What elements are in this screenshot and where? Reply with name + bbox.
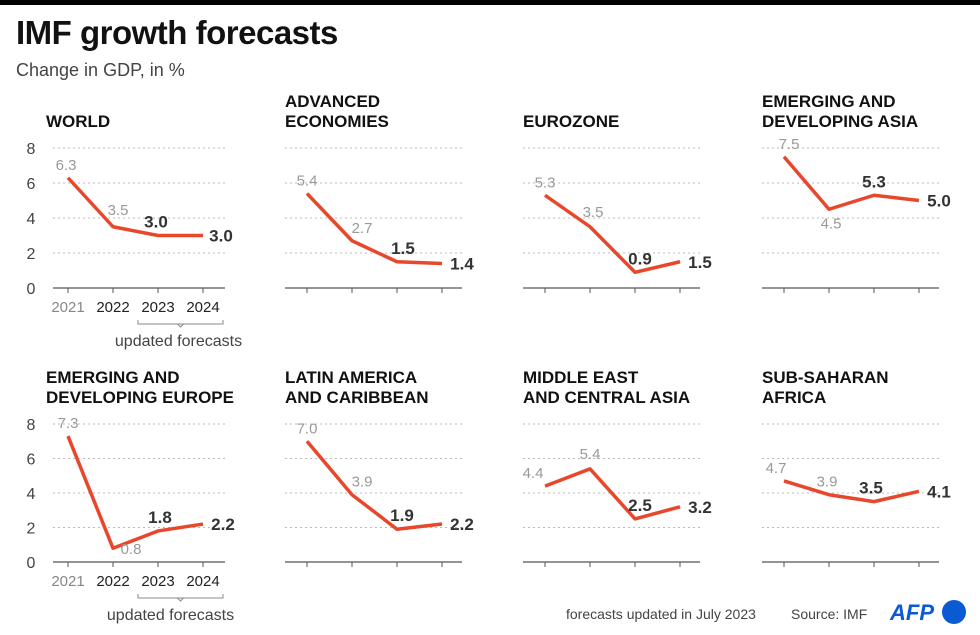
y-tick-label: 6 — [27, 176, 36, 193]
series-line — [305, 440, 443, 531]
data-label: 2.7 — [352, 220, 373, 237]
data-label: 4.7 — [766, 460, 787, 477]
y-tick-label: 4 — [27, 211, 36, 228]
data-label: 3.9 — [352, 474, 373, 491]
data-label: 0.9 — [628, 249, 652, 268]
panel-title: LATIN AMERICA — [285, 368, 417, 387]
data-label: 7.0 — [297, 420, 318, 437]
data-label: 0.8 — [121, 541, 142, 558]
series-line — [543, 193, 681, 274]
data-label: 3.9 — [817, 474, 838, 491]
data-label: 2.2 — [450, 515, 474, 534]
y-tick-label: 0 — [27, 555, 36, 572]
data-label: 5.0 — [927, 192, 951, 211]
x-tick-label: 2024 — [186, 573, 219, 590]
y-tick-label: 0 — [27, 281, 36, 298]
forecast-bracket — [137, 320, 224, 328]
data-label: 7.3 — [58, 415, 79, 432]
data-label: 3.2 — [688, 498, 712, 517]
data-label: 5.4 — [580, 446, 601, 463]
x-tick-label: 2021 — [51, 573, 84, 590]
x-tick-label: 2024 — [186, 299, 219, 316]
y-tick-label: 6 — [27, 452, 36, 469]
data-label: 3.5 — [108, 202, 129, 219]
data-label: 2.5 — [628, 496, 652, 515]
panel-title: DEVELOPING ASIA — [762, 112, 918, 131]
series-line — [783, 479, 920, 504]
x-tick-label: 2022 — [96, 299, 129, 316]
panel-title: SUB-SAHARAN — [762, 368, 889, 387]
y-tick-label: 2 — [27, 521, 36, 538]
afp-logo: AFP — [890, 600, 934, 625]
afp-logo-dot — [942, 600, 966, 624]
footer-note: forecasts updated in July 2023 — [566, 606, 756, 622]
data-label: 4.5 — [821, 215, 842, 232]
data-label: 5.4 — [297, 173, 318, 190]
y-tick-label: 8 — [27, 141, 36, 158]
y-tick-label: 4 — [27, 486, 36, 503]
data-label: 3.5 — [583, 204, 604, 221]
data-label: 4.1 — [927, 482, 951, 501]
data-label: 6.3 — [56, 157, 77, 174]
x-tick-label: 2021 — [51, 299, 84, 316]
panel-title: AND CARIBBEAN — [285, 388, 429, 407]
data-label: 1.5 — [391, 239, 415, 258]
chart-title: IMF growth forecasts — [16, 14, 338, 51]
data-label: 1.4 — [450, 255, 474, 274]
chart-subtitle: Change in GDP, in % — [16, 60, 185, 80]
panel-title: EMERGING AND — [762, 92, 896, 111]
series-line — [66, 176, 203, 238]
y-tick-label: 8 — [27, 417, 36, 434]
panel-title: EUROZONE — [523, 112, 619, 131]
forecast-bracket — [137, 594, 224, 602]
data-label: 1.5 — [688, 253, 712, 272]
panel-title: ECONOMIES — [285, 112, 389, 131]
forecast-bracket-label: updated forecasts — [115, 333, 242, 350]
data-label: 4.4 — [523, 465, 544, 482]
x-tick-label: 2023 — [141, 573, 174, 590]
series-line — [305, 192, 443, 266]
panel-title: AFRICA — [762, 388, 826, 407]
data-label: 3.0 — [209, 227, 233, 246]
data-label: 2.2 — [211, 515, 235, 534]
data-label: 5.3 — [535, 174, 556, 191]
x-tick-label: 2022 — [96, 573, 129, 590]
x-tick-label: 2023 — [141, 299, 174, 316]
data-label: 7.5 — [779, 136, 800, 153]
series-line — [66, 435, 204, 550]
series-line — [782, 155, 920, 211]
data-label: 1.8 — [148, 508, 172, 527]
series-line — [544, 467, 681, 521]
panel-title: ADVANCED — [285, 92, 380, 111]
panel-title: DEVELOPING EUROPE — [46, 388, 234, 407]
top-bar — [0, 0, 980, 5]
panel-title: MIDDLE EAST — [523, 368, 639, 387]
source-note: Source: IMF — [791, 606, 868, 622]
data-label: 3.0 — [144, 213, 168, 232]
data-label: 3.5 — [859, 479, 883, 498]
panel-title: AND CENTRAL ASIA — [523, 388, 690, 407]
data-label: 5.3 — [862, 172, 886, 191]
y-tick-label: 2 — [27, 246, 36, 263]
panel-title: WORLD — [46, 112, 110, 131]
data-label: 1.9 — [390, 506, 414, 525]
panel-title: EMERGING AND — [46, 368, 180, 387]
forecast-bracket-label: updated forecasts — [107, 607, 234, 624]
